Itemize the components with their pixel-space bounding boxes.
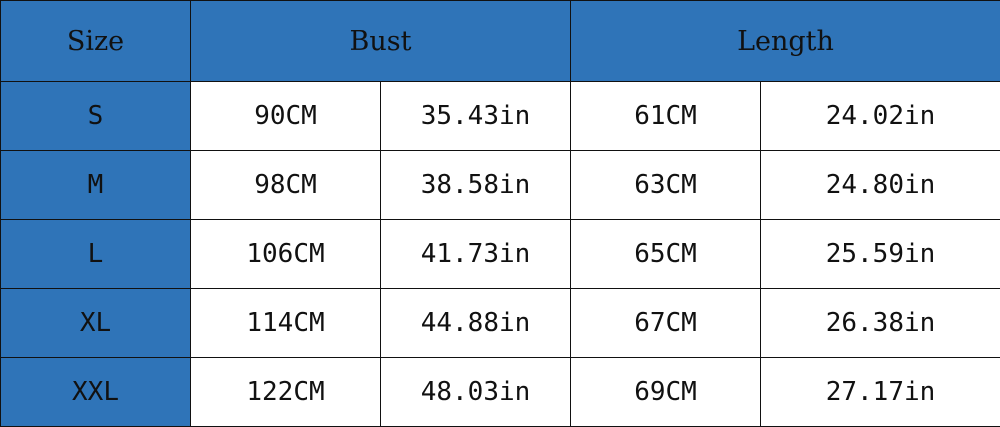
cell-length-cm: 67CM <box>570 288 761 358</box>
cell-length-in: 24.80in <box>759 150 1000 220</box>
cell-size: XL <box>0 288 191 358</box>
cell-size: XXL <box>0 357 191 427</box>
cell-length-in: 25.59in <box>759 219 1000 289</box>
cell-bust-cm: 98CM <box>190 150 381 220</box>
header-row: Size Bust Length <box>0 0 1000 82</box>
cell-length-in: 27.17in <box>759 357 1000 427</box>
cell-size: S <box>0 81 191 151</box>
cell-size: M <box>0 150 191 220</box>
cell-bust-in: 38.58in <box>380 150 571 220</box>
table-row: XL 114CM 44.88in 67CM 26.38in <box>0 288 1000 358</box>
cell-length-cm: 69CM <box>570 357 761 427</box>
table-row: L 106CM 41.73in 65CM 25.59in <box>0 219 1000 289</box>
cell-length-cm: 65CM <box>570 219 761 289</box>
table-row: S 90CM 35.43in 61CM 24.02in <box>0 81 1000 151</box>
table-row: XXL 122CM 48.03in 69CM 27.17in <box>0 357 1000 427</box>
cell-bust-in: 48.03in <box>380 357 571 427</box>
header-size: Size <box>0 0 191 82</box>
cell-bust-cm: 122CM <box>190 357 381 427</box>
header-bust: Bust <box>190 0 571 82</box>
table-row: M 98CM 38.58in 63CM 24.80in <box>0 150 1000 220</box>
cell-bust-in: 44.88in <box>380 288 571 358</box>
cell-length-in: 24.02in <box>759 81 1000 151</box>
cell-bust-cm: 106CM <box>190 219 381 289</box>
cell-bust-in: 41.73in <box>380 219 571 289</box>
cell-length-cm: 61CM <box>570 81 761 151</box>
cell-length-in: 26.38in <box>759 288 1000 358</box>
cell-bust-cm: 114CM <box>190 288 381 358</box>
header-length: Length <box>569 0 1000 82</box>
cell-length-cm: 63CM <box>570 150 761 220</box>
cell-size: L <box>0 219 191 289</box>
cell-bust-cm: 90CM <box>190 81 381 151</box>
cell-bust-in: 35.43in <box>380 81 571 151</box>
